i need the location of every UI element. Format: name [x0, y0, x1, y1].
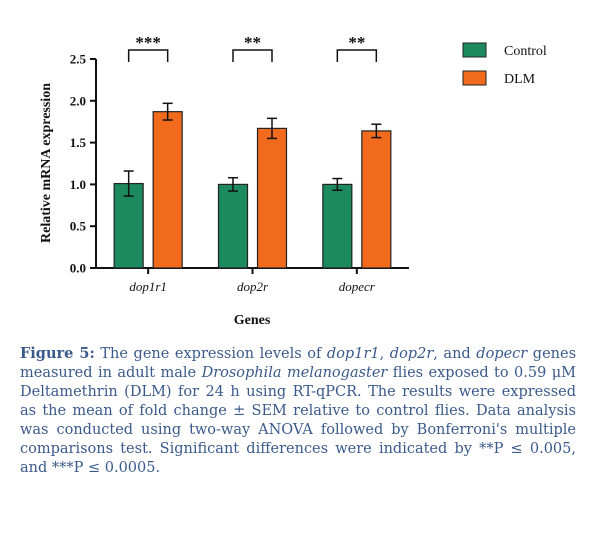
caption-text: The gene expression levels of dop1r1, do… [20, 346, 576, 476]
legend-label-dlm: DLM [504, 72, 536, 87]
significance-bracket [232, 49, 273, 62]
x-tick-label: dopecr [339, 279, 376, 294]
x-tick-label: dop2r [237, 279, 269, 294]
bar-dlm-dop1r1 [152, 111, 183, 269]
bars [113, 102, 392, 269]
significance-label: *** [135, 33, 161, 52]
legend-label-control: Control [504, 44, 547, 59]
y-axis: 0.0 0.5 1.0 1.5 2.0 2.5 [70, 52, 97, 276]
significance-bracket [336, 49, 378, 62]
x-axis-title: Genes [234, 313, 271, 328]
caption-text-run: , and [433, 346, 477, 362]
caption-italic-term: dop1r1 [326, 346, 380, 362]
caption-text-run: flies exposed to 0.59 μM Deltamethrin (D… [20, 365, 576, 476]
bar-dlm-dopecr [361, 130, 392, 269]
significance-bracket [127, 49, 169, 62]
x-tick-label: dop1r1 [129, 279, 167, 294]
y-tick-label: 0.0 [70, 261, 86, 276]
legend-swatch-control [462, 42, 487, 58]
bar-dlm-dop2r [256, 127, 288, 269]
significance-label: ** [348, 33, 365, 52]
significance-brackets: *** ** ** [127, 33, 378, 62]
bar-control-dop1r1 [113, 182, 144, 269]
figure-label: Figure 5: [20, 345, 95, 362]
figure-caption: Figure 5: The gene expression levels of … [20, 344, 576, 478]
caption-italic-term: Drosophila melanogaster [201, 365, 388, 381]
bar-control-dop2r [217, 183, 249, 269]
caption-italic-term: dop2r [389, 346, 434, 362]
y-tick-label: 1.5 [70, 135, 87, 150]
bar-control-dopecr [322, 183, 353, 269]
y-tick-label: 2.5 [70, 52, 87, 67]
caption-text-run: genes measured in adult male [20, 346, 577, 381]
y-tick-label: 2.0 [70, 93, 86, 108]
caption-text-run: The gene expression levels of [94, 346, 327, 362]
y-tick-label: 1.0 [70, 177, 86, 192]
caption-text-run: , [379, 346, 390, 362]
bar-chart: 0.00.51.01.52.02.5 dop1r1 dop2r dopecr ***… [39, 33, 547, 328]
caption-italic-term: dopecr [476, 346, 528, 362]
y-tick-label: 0.5 [70, 219, 87, 234]
legend-swatch-dlm [462, 70, 487, 86]
legend: Control DLM [462, 42, 547, 87]
y-axis-title: Relative mRNA expression [39, 83, 54, 243]
x-axis: dop1r1 dop2r dopecr [95, 267, 409, 294]
significance-label: ** [244, 33, 261, 52]
